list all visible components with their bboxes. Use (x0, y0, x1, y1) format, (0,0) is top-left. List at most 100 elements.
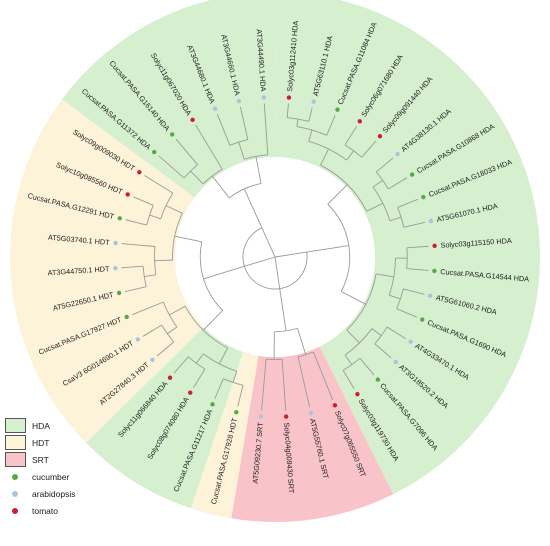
legend-label-cucumber: cucumber (32, 471, 70, 482)
branch-line (296, 118, 299, 127)
branch-line (261, 227, 276, 258)
branch-line (255, 156, 262, 184)
branch-line (403, 221, 426, 228)
branch-line (386, 326, 406, 339)
leaf-marker-arabidopsis (135, 337, 141, 342)
leaf-marker-tomato (432, 243, 437, 249)
branch-line (344, 126, 357, 146)
branch-arc (375, 171, 389, 190)
leaf-marker-tomato (355, 391, 360, 397)
branch-line (274, 256, 281, 289)
legend-item-srt: SRT (5, 451, 145, 468)
legend-item-hdt: HDT (5, 434, 145, 451)
branch-arc (346, 273, 377, 331)
leaf-marker-cucumber (124, 314, 129, 320)
cucumber-dot-icon (12, 473, 18, 480)
leaf-marker-arabidopsis (395, 151, 400, 157)
leaf-marker-cucumber (234, 410, 239, 415)
branch-line (238, 141, 245, 160)
branch-line (173, 356, 189, 374)
branch-line (374, 343, 392, 359)
branch-line (396, 308, 417, 318)
legend-item-tomato: tomato (5, 502, 145, 519)
leaf-marker-cucumber (421, 194, 426, 200)
legend-label-tomato: tomato (32, 505, 58, 516)
branch-line (375, 157, 394, 173)
leaf-marker-cucumber (169, 132, 175, 137)
branch-line (203, 265, 245, 280)
branch-line (218, 347, 229, 365)
leaf-marker-arabidopsis (428, 218, 434, 224)
clade-sector-hdt (190, 351, 259, 519)
branch-line (132, 301, 164, 316)
branch-line (121, 243, 156, 247)
leaf-marker-arabidopsis (236, 98, 242, 104)
branch-line (156, 341, 175, 357)
branch-line (286, 103, 289, 118)
branch-line (388, 177, 408, 190)
leaf-marker-tomato (188, 390, 193, 395)
leaf-marker-cucumber (335, 107, 340, 112)
clade-sector-hda (61, 0, 278, 198)
legend-item-cucumber: cucumber (5, 468, 145, 485)
leaf-marker-tomato (286, 95, 292, 100)
branch-line (371, 328, 382, 337)
branch-line (190, 170, 204, 185)
branch-line (174, 235, 202, 243)
branch-line (279, 288, 287, 331)
leaf-label: AT3G44490.1 HDA (255, 29, 268, 92)
leaf-markers (113, 95, 437, 419)
branch-line (203, 310, 224, 331)
legend-swatch-srt (5, 452, 26, 467)
leaf-marker-cucumber (210, 402, 215, 407)
branch-line (149, 214, 161, 220)
leaf-marker-cucumber (409, 172, 415, 177)
branch-line (389, 294, 401, 300)
leaf-marker-arabidopsis (428, 293, 433, 298)
branch-arc (242, 227, 308, 290)
branch-line (144, 175, 174, 194)
branch-line (366, 202, 384, 212)
leaf-marker-cucumber (117, 216, 122, 221)
branch-line (344, 354, 353, 365)
legend-item-hda: HDA (5, 417, 145, 434)
branch-arc (184, 306, 228, 349)
branch-line (342, 370, 355, 390)
leaf-marker-arabidopsis (258, 414, 264, 419)
branch-line (232, 371, 238, 383)
branch-line (154, 259, 173, 262)
legend-label-srt: SRT (32, 454, 49, 465)
branch-line (297, 356, 311, 408)
tree-branches (121, 103, 429, 411)
clade-sector-hda (275, 0, 541, 495)
branch-line (389, 216, 402, 222)
clade-sectors (9, 0, 541, 522)
branch-line (125, 219, 147, 226)
leaf-marker-cucumber (432, 268, 437, 274)
clade-sector-hdt (9, 99, 204, 443)
legend-label-arabidopsis: arabidopsis (32, 488, 76, 499)
branch-line (312, 351, 334, 400)
legend-label-hdt: HDT (32, 437, 50, 448)
branch-line (124, 286, 147, 293)
branch-line (306, 245, 349, 253)
branch-line (397, 198, 418, 208)
leaf-marker-arabidopsis (261, 95, 267, 100)
leaf-marker-tomato (332, 403, 338, 408)
branch-arc (374, 326, 388, 345)
branch-arc (229, 139, 248, 146)
leaf-marker-cucumber (375, 377, 381, 382)
branch-line (263, 103, 269, 155)
branch-arc (187, 356, 206, 370)
branch-line (327, 184, 348, 205)
leaf-marker-arabidopsis (308, 410, 314, 416)
branch-line (216, 114, 231, 146)
branch-line (167, 326, 178, 335)
branch-line (274, 251, 307, 258)
leaf-marker-tomato (190, 117, 195, 123)
leaf-label: AT3G44750.1 HDT (47, 264, 110, 277)
leaf-marker-tomato (283, 414, 289, 419)
branch-line (144, 274, 156, 277)
clade-sector-hda (85, 327, 244, 509)
legend-swatch-hda (5, 418, 26, 433)
